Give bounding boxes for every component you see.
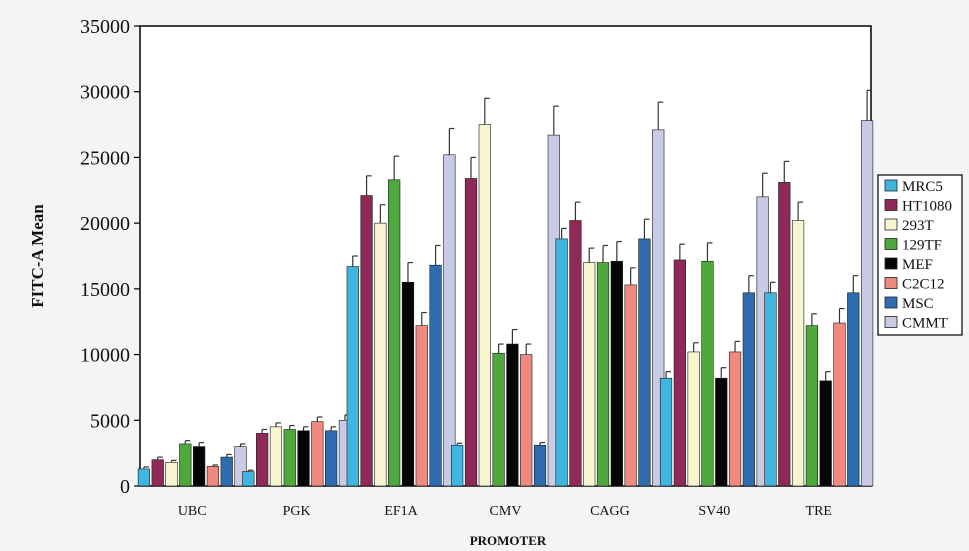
bar-293T-PGK: [269, 426, 283, 487]
bar-HT1080-CAGG: [569, 220, 582, 487]
bar-293T-TRE: [791, 220, 805, 487]
bar-MSC-SV40: [742, 292, 755, 487]
y-axis-ticks: 0 5000 10000 15000 20000 25000 30000 35000: [80, 16, 140, 498]
bar-MSC-TRE: [847, 292, 860, 487]
bar-MSC-UBC: [220, 456, 233, 487]
legend-label-129TF: 129TF: [902, 238, 942, 254]
legend-swatch-129TF: [884, 238, 898, 250]
bar-C2C12-CMV: [520, 354, 533, 487]
y-tick-label-2: 10000: [80, 345, 130, 367]
bar-MSC-PGK: [325, 430, 338, 487]
bar-C2C12-CAGG: [624, 284, 637, 487]
bar-293T-UBC: [165, 462, 178, 487]
legend-swatch-MEF: [884, 257, 898, 270]
y-tick-label-0: 0: [120, 476, 130, 498]
bar-MSC-CMV: [533, 444, 547, 487]
bar-129TF-UBC: [179, 443, 192, 487]
y-tick-label-1: 5000: [90, 410, 130, 432]
x-axis-label: PROMOTER: [470, 533, 547, 546]
legend-label-MEF: MEF: [902, 257, 933, 273]
y-tick-label-5: 25000: [80, 147, 130, 169]
legend-swatch-C2C12: [884, 277, 898, 289]
legend-label-MRC5: MRC5: [902, 179, 943, 195]
bar-MRC5-EF1A: [346, 266, 359, 487]
bar-MRC5-TRE: [764, 292, 777, 487]
legend-label-CMMT: CMMT: [902, 316, 948, 332]
bar-C2C12-SV40: [728, 351, 742, 487]
bar-series: [137, 89, 874, 487]
x-category-label-5: SV40: [698, 504, 730, 519]
bar-C2C12-UBC: [206, 465, 220, 487]
bar-129TF-TRE: [805, 325, 818, 487]
y-tick-label-4: 20000: [80, 213, 130, 235]
y-tick-label-7: 35000: [80, 16, 130, 38]
legend-label-HT1080: HT1080: [902, 199, 952, 215]
x-category-label-6: TRE: [806, 504, 832, 519]
bar-MEF-EF1A: [401, 281, 415, 487]
x-category-label-3: CMV: [490, 504, 522, 519]
bar-C2C12-EF1A: [415, 325, 428, 487]
bar-MRC5-SV40: [659, 377, 673, 487]
bar-CMMT-TRE: [860, 120, 874, 487]
y-axis-label: FITC-A Mean: [28, 204, 47, 308]
bar-MSC-EF1A: [429, 264, 442, 487]
bar-CMMT-EF1A: [443, 154, 456, 487]
category-labels: UBC PGK EF1A CMV CAGG SV40 TRE: [178, 504, 832, 519]
legend-label-293T: 293T: [902, 218, 934, 234]
legend-swatch-HT1080: [884, 199, 898, 211]
legend-swatch-CMMT: [884, 316, 898, 328]
bar-HT1080-SV40: [673, 259, 686, 487]
bar-129TF-EF1A: [388, 179, 401, 487]
bar-C2C12-PGK: [311, 421, 324, 487]
legend-swatch-MRC5: [884, 179, 898, 192]
x-category-label-0: UBC: [178, 504, 207, 519]
bar-MSC-CAGG: [638, 238, 651, 487]
legend-swatch-MSC: [884, 296, 898, 309]
bar-HT1080-TRE: [778, 182, 791, 487]
x-category-label-2: EF1A: [384, 504, 418, 519]
bar-MRC5-CAGG: [555, 238, 568, 487]
bar-MRC5-CMV: [451, 444, 464, 487]
bar-MEF-CAGG: [610, 260, 623, 487]
y-tick-label-6: 30000: [80, 82, 130, 104]
legend-label-C2C12: C2C12: [902, 277, 945, 293]
bar-129TF-PGK: [283, 429, 296, 487]
y-tick-label-3: 15000: [80, 279, 130, 301]
bar-129TF-CMV: [492, 352, 505, 487]
bar-MRC5-UBC: [137, 468, 151, 487]
bar-129TF-SV40: [701, 260, 714, 487]
bar-293T-CMV: [478, 124, 491, 487]
legend: MRC5 HT1080 293T 129TF MEF C2C12 MSC CMMT: [877, 174, 963, 336]
bar-MEF-UBC: [193, 446, 206, 487]
bar-293T-CAGG: [583, 262, 596, 487]
bar-C2C12-TRE: [833, 322, 846, 487]
bar-MEF-PGK: [297, 430, 310, 487]
bar-MEF-CMV: [506, 343, 519, 487]
x-category-label-1: PGK: [283, 504, 311, 519]
bar-MEF-SV40: [715, 377, 728, 487]
bar-MRC5-PGK: [242, 471, 255, 487]
bar-HT1080-PGK: [256, 433, 269, 487]
bar-HT1080-EF1A: [360, 195, 373, 487]
bar-HT1080-UBC: [151, 459, 164, 487]
legend-label-MSC: MSC: [902, 296, 934, 312]
legend-swatch-293T: [884, 218, 898, 231]
x-category-label-4: CAGG: [590, 504, 630, 519]
bar-293T-EF1A: [374, 222, 387, 487]
bar-MEF-TRE: [819, 380, 832, 487]
bar-HT1080-CMV: [464, 178, 478, 487]
bar-129TF-CAGG: [596, 262, 610, 487]
bar-293T-SV40: [687, 351, 700, 487]
